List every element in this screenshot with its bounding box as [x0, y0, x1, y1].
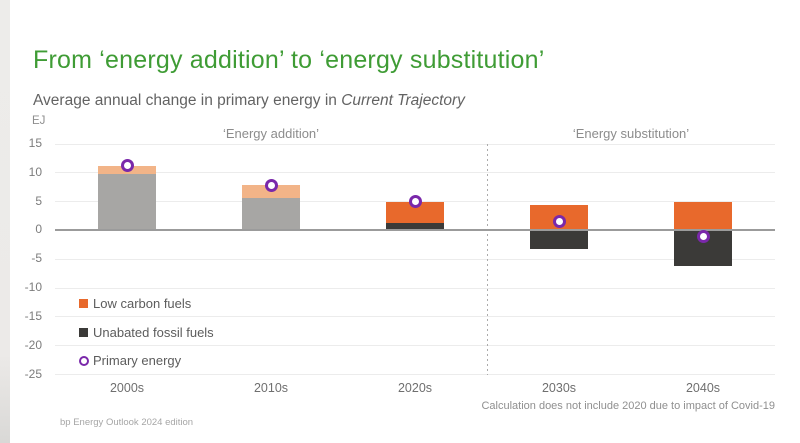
section-label: ‘Energy addition’ — [222, 126, 320, 141]
primary-energy-marker — [696, 230, 710, 244]
x-tick-label: 2010s — [253, 381, 289, 395]
legend-item-fossil: Unabated fossil fuels — [79, 324, 214, 341]
y-tick-label: 5 — [35, 193, 42, 208]
slide-title: From ‘energy addition’ to ‘energy substi… — [33, 45, 545, 74]
bar-low-carbon-segment — [674, 201, 732, 231]
primary-energy-marker — [120, 159, 134, 173]
primary-energy-marker — [264, 178, 278, 192]
y-tick-label: 10 — [28, 164, 42, 179]
gridline — [55, 287, 775, 289]
y-axis-unit-label: EJ — [32, 115, 46, 127]
section-divider-line — [486, 144, 488, 375]
chart-subtitle: Average annual change in primary energy … — [33, 92, 733, 110]
y-tick-label: -25 — [24, 366, 42, 381]
source-footer: bp Energy Outlook 2024 edition — [60, 417, 194, 428]
bar-fossil-segment — [530, 230, 588, 249]
gridline — [55, 316, 775, 318]
low-carbon-swatch-icon — [79, 299, 88, 308]
legend-item-low-carbon: Low carbon fuels — [79, 295, 214, 312]
gridline — [55, 172, 775, 174]
fossil-swatch-icon — [79, 327, 88, 337]
x-tick-label: 2030s — [541, 381, 577, 395]
slide-edge-strip — [0, 0, 10, 443]
primary-energy-marker — [408, 195, 422, 209]
gridline — [55, 143, 775, 145]
legend-label: Unabated fossil fuels — [93, 324, 214, 340]
primary-energy-ring-icon — [79, 355, 89, 366]
bar-fossil-segment — [242, 197, 300, 231]
gridline — [55, 258, 775, 260]
bar-fossil-segment — [98, 173, 156, 231]
chart-subtitle-text: Average annual change in primary energy … — [33, 92, 342, 109]
y-tick-label: 15 — [28, 136, 42, 150]
section-label: ‘Energy substitution’ — [572, 126, 690, 141]
y-tick-label: -20 — [24, 337, 42, 352]
bar-fossil-segment — [386, 222, 444, 231]
zero-axis-line — [55, 229, 775, 232]
legend-label: Low carbon fuels — [93, 296, 192, 311]
legend-label: Primary energy — [93, 353, 182, 368]
chart-legend: Low carbon fuels Unabated fossil fuels P… — [79, 295, 214, 381]
bar-low-carbon-segment — [386, 202, 444, 223]
y-tick-label: -5 — [31, 251, 42, 266]
y-tick-label: 0 — [35, 222, 42, 237]
covid-note: Calculation does not include 2020 due to… — [481, 400, 775, 412]
gridline — [55, 345, 775, 347]
x-tick-label: 2040s — [685, 381, 721, 395]
gridline — [55, 374, 775, 375]
legend-item-primary-energy: Primary energy — [79, 352, 214, 369]
chart-subtitle-scenario: Current Trajectory — [341, 92, 465, 109]
primary-energy-marker — [552, 215, 566, 229]
y-tick-label: -15 — [24, 308, 42, 323]
x-tick-label: 2000s — [109, 381, 145, 395]
y-tick-label: -10 — [24, 280, 42, 295]
x-tick-label: 2020s — [397, 381, 433, 395]
